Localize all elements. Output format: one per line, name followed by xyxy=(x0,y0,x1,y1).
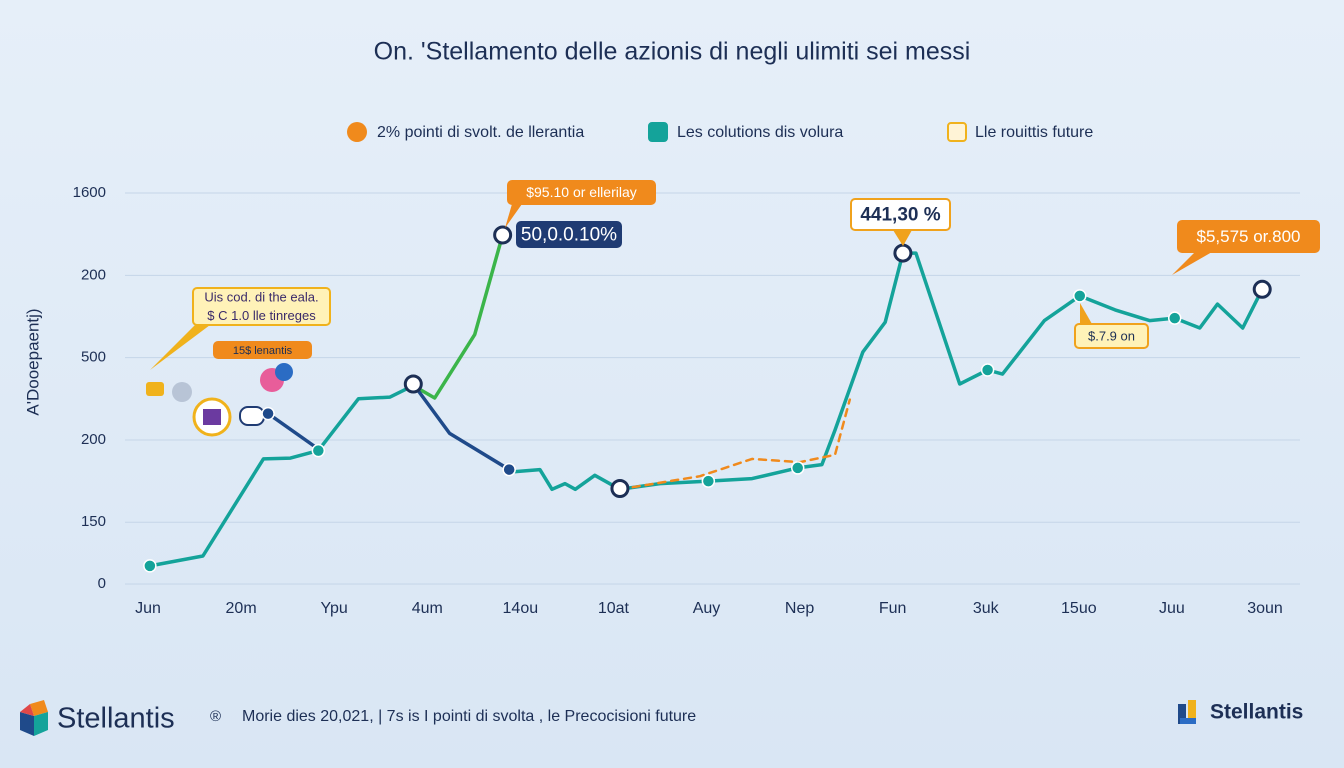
data-point xyxy=(980,363,995,377)
x-tick-label: Jun xyxy=(135,600,161,617)
annotation-box xyxy=(850,198,951,231)
footer-note: Morie dies 20,021, | 7s is I pointi di s… xyxy=(242,708,696,725)
x-tick-label: 20m xyxy=(226,600,257,617)
turning-point xyxy=(893,243,913,263)
footer-mark: ® xyxy=(210,708,221,725)
annotation-text: Uis cod. di the eala. xyxy=(204,290,318,305)
annotation-box xyxy=(192,287,331,326)
annotation-text: $5,575 or.800 xyxy=(1197,227,1301,246)
x-tick-label: 10at xyxy=(598,600,630,617)
annotation-pointer xyxy=(150,320,210,370)
chart-title: On. 'Stellamento delle azionis di negli … xyxy=(374,38,971,66)
legend-marker xyxy=(947,122,967,142)
x-tick-label: Auy xyxy=(693,600,721,617)
x-tick-label: Juu xyxy=(1159,600,1185,617)
turning-point xyxy=(403,374,423,394)
y-tick-label: 0 xyxy=(98,575,106,592)
x-tick-label: Nep xyxy=(785,600,814,617)
data-point xyxy=(311,443,326,458)
y-axis-label: A'Dooepaentj) xyxy=(23,308,42,415)
annotation-text: $.7.9 on xyxy=(1088,328,1135,343)
turning-point xyxy=(610,479,630,499)
data-point xyxy=(790,461,805,475)
y-tick-label: 150 xyxy=(81,513,106,530)
turning-point xyxy=(1252,279,1272,299)
annotation-text: 50,0.0.10% xyxy=(521,225,617,246)
legend-label: Les colutions dis volura xyxy=(677,124,843,141)
annotation-text: 15$ lenantis xyxy=(233,345,293,357)
series-line xyxy=(266,382,511,472)
series-line xyxy=(148,251,1264,568)
annotation: 50,0.0.10% xyxy=(516,221,622,248)
footer-brand-right: Stellantis xyxy=(1210,701,1303,724)
y-tick-label: 500 xyxy=(81,349,106,366)
x-tick-label: 14ou xyxy=(503,600,539,617)
series-line xyxy=(411,233,505,400)
data-point xyxy=(502,462,516,477)
annotation-box xyxy=(1177,220,1320,253)
annotation: 441,30 % xyxy=(850,198,951,246)
x-tick-label: Ypu xyxy=(321,600,348,617)
annotation: $.7.9 on xyxy=(1074,303,1149,349)
annotation: Uis cod. di the eala. $ C 1.0 lle tinrege… xyxy=(150,287,331,370)
annotation-text: $ C 1.0 lle tinreges xyxy=(207,308,316,323)
data-point xyxy=(143,559,157,573)
x-tick-label: 3uk xyxy=(973,600,1000,617)
annotation-box xyxy=(1074,323,1149,349)
annotation-pointer xyxy=(893,230,912,246)
legend-marker xyxy=(347,122,367,142)
annotation: 15$ lenantis xyxy=(213,341,312,359)
data-point xyxy=(1167,311,1182,325)
data-point xyxy=(1073,289,1087,303)
series-line xyxy=(618,398,852,491)
x-tick-label: 4um xyxy=(412,600,443,617)
y-tick-label: 1600 xyxy=(73,184,106,201)
annotation-box xyxy=(213,341,312,359)
annotation-box xyxy=(516,221,622,248)
footer-logo xyxy=(20,700,48,736)
annotation: $95.10 or ellerilay xyxy=(505,180,656,228)
legend-label: 2% pointi di svolt. de llerantia xyxy=(377,124,584,141)
turning-point xyxy=(493,225,513,245)
y-tick-label: 200 xyxy=(81,431,106,448)
annotation: $5,575 or.800 xyxy=(1172,220,1320,275)
x-tick-label: 3oun xyxy=(1247,600,1283,617)
footer-logo-right xyxy=(1178,700,1196,724)
x-tick-label: Fun xyxy=(879,600,907,617)
annotation-text: 441,30 % xyxy=(860,205,940,226)
x-tick-label: 15uo xyxy=(1061,600,1097,617)
legend-marker xyxy=(648,122,668,142)
data-point xyxy=(261,406,275,421)
annotation-pointer xyxy=(505,204,522,228)
annotation-box xyxy=(507,180,656,205)
footer-brand: Stellantis xyxy=(57,703,175,735)
annotation-text: $95.10 or ellerilay xyxy=(526,184,637,200)
data-point xyxy=(701,474,716,488)
legend-label: Lle rouittis future xyxy=(975,124,1093,141)
y-tick-label: 200 xyxy=(81,266,106,283)
annotation-pointer xyxy=(1172,252,1212,275)
annotation-pointer xyxy=(1080,303,1092,324)
